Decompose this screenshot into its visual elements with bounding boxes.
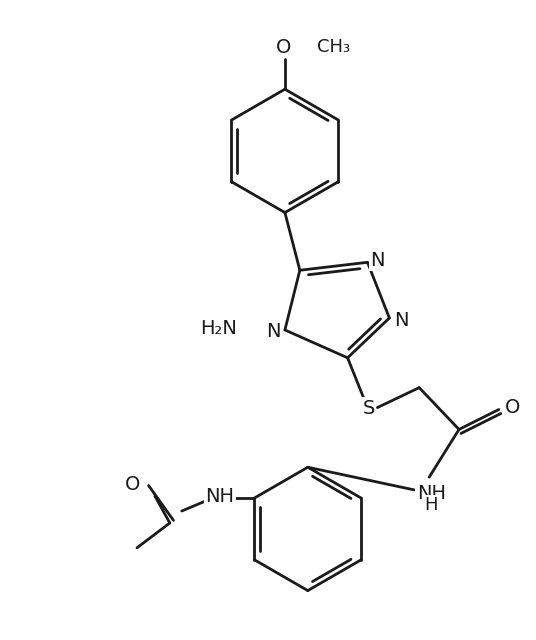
- Text: O: O: [276, 38, 292, 57]
- Text: CH₃: CH₃: [317, 38, 350, 56]
- Text: NH: NH: [205, 486, 234, 506]
- Text: NH: NH: [416, 484, 445, 502]
- Text: O: O: [125, 475, 140, 493]
- Text: H: H: [425, 496, 438, 514]
- Text: S: S: [362, 399, 375, 418]
- Text: N: N: [394, 310, 408, 330]
- Text: O: O: [505, 398, 520, 417]
- Text: H₂N: H₂N: [200, 319, 237, 339]
- Text: N: N: [370, 251, 385, 270]
- Text: N: N: [266, 323, 280, 341]
